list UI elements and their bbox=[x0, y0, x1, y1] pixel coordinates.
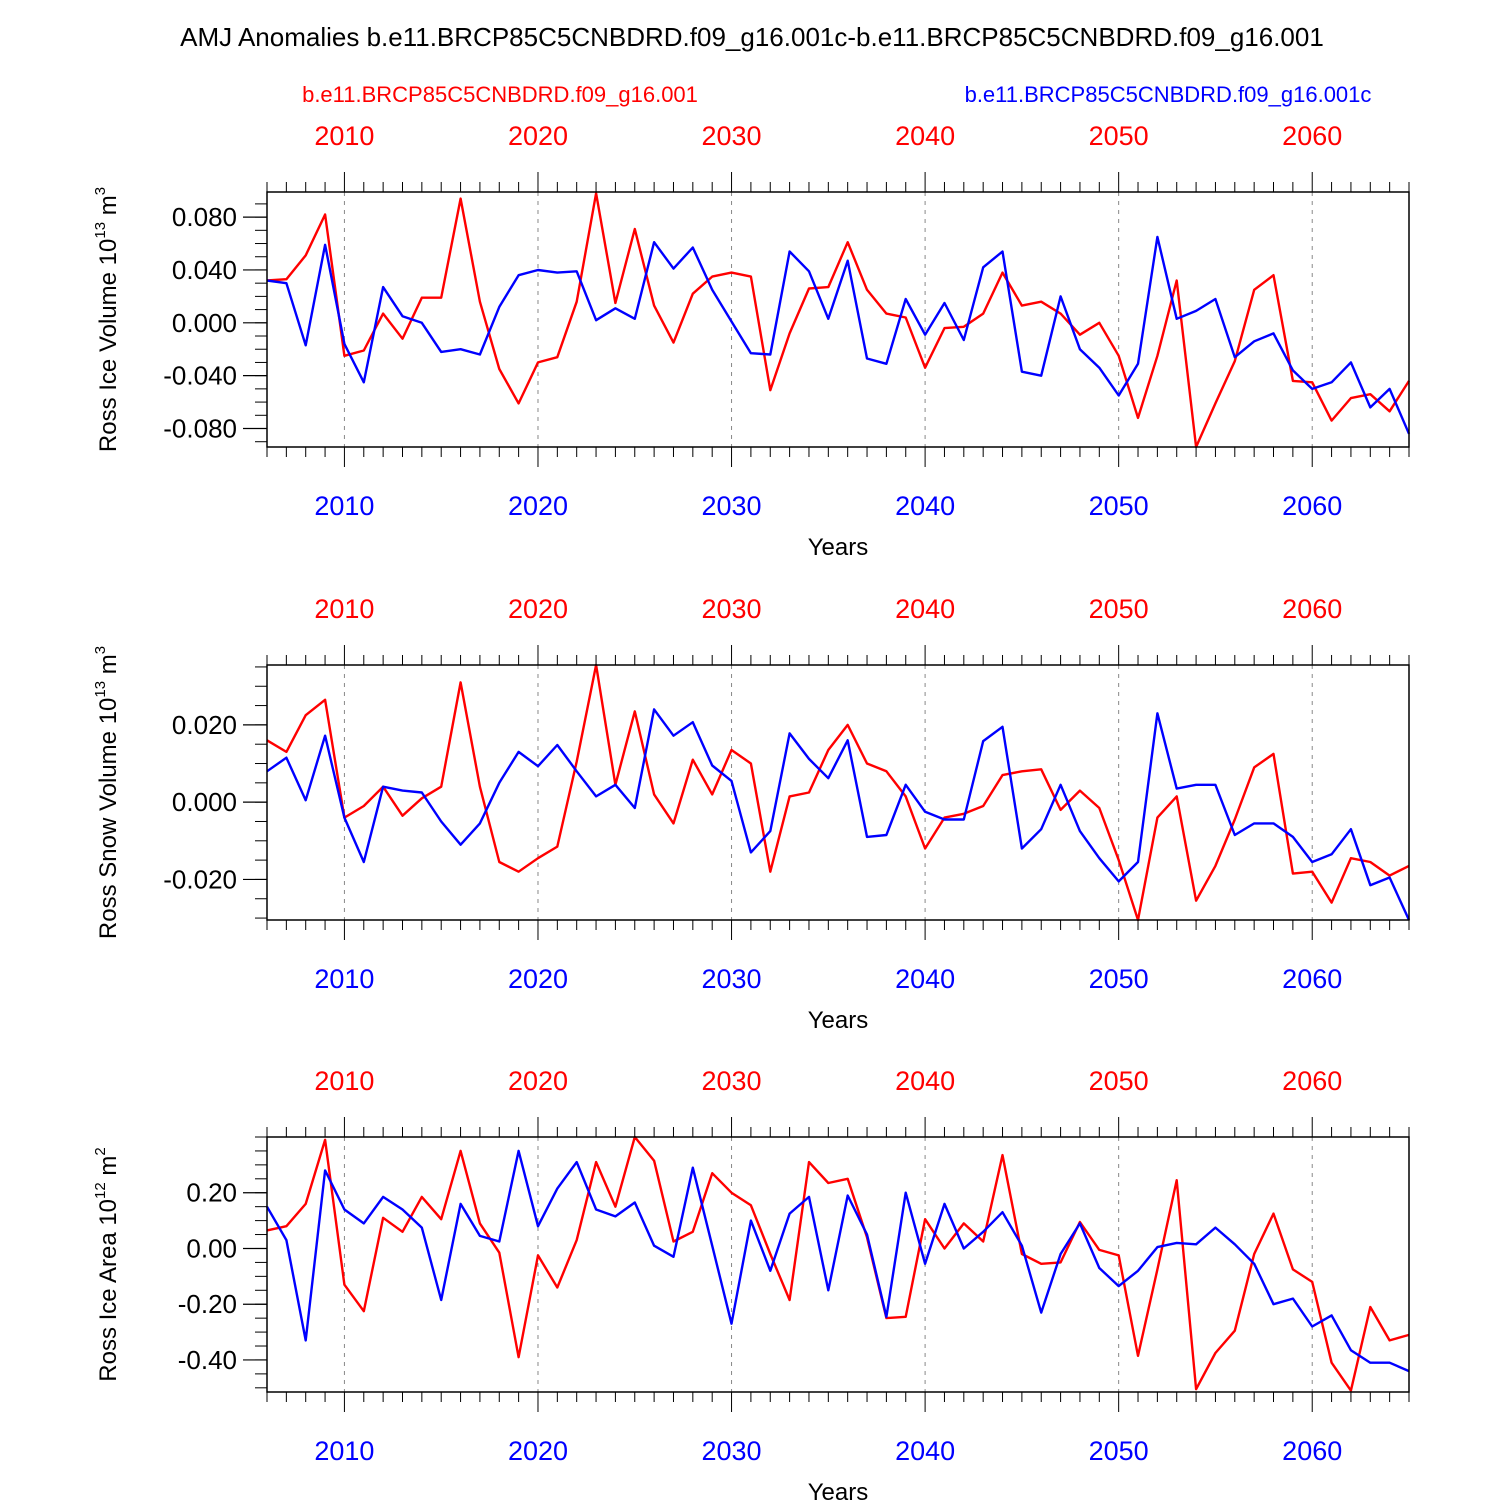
x-tick-label-bottom: 2010 bbox=[314, 1436, 374, 1466]
x-axis-label: Years bbox=[808, 1479, 869, 1500]
chart-panel-2: -0.020 0.000 0.020 2010 2010 2020 2020 2030 2030… bbox=[92, 594, 1411, 1034]
series-line-red bbox=[266, 192, 1411, 449]
y-tick-label: 0.020 bbox=[172, 710, 237, 740]
series-line-red bbox=[266, 1135, 1410, 1392]
x-tick-label-bottom: 2030 bbox=[702, 491, 762, 521]
x-tick-label-top: 2030 bbox=[702, 121, 762, 151]
x-tick-label-top: 2040 bbox=[895, 594, 955, 624]
series-line-blue bbox=[266, 708, 1411, 921]
x-tick-label-bottom: 2020 bbox=[508, 1436, 568, 1466]
x-tick-label-bottom: 2010 bbox=[314, 964, 374, 994]
x-tick-label-top: 2020 bbox=[508, 594, 568, 624]
legend-label-red: b.e11.BRCP85C5CNBDRD.f09_g16.001 bbox=[302, 82, 698, 107]
y-tick-label: -0.20 bbox=[178, 1289, 237, 1319]
x-tick-label-bottom: 2050 bbox=[1089, 964, 1149, 994]
y-tick-label: 0.040 bbox=[172, 255, 237, 285]
chart-panel-3: -0.40 -0.20 0.00 0.20 2010 2010 2020 2020 2030 20… bbox=[92, 1066, 1410, 1500]
x-tick-label-bottom: 2020 bbox=[508, 964, 568, 994]
x-tick-label-bottom: 2030 bbox=[702, 964, 762, 994]
x-tick-label-bottom: 2060 bbox=[1282, 964, 1342, 994]
chart-panel-1: -0.080 -0.040 0.000 0.040 0.080 2010 2010 2020 2… bbox=[92, 121, 1411, 561]
series-line-red bbox=[266, 663, 1410, 922]
x-tick-label-top: 2060 bbox=[1282, 121, 1342, 151]
x-tick-label-top: 2010 bbox=[314, 1066, 374, 1096]
series-line-blue bbox=[266, 235, 1411, 435]
x-tick-label-top: 2060 bbox=[1282, 1066, 1342, 1096]
x-tick-label-bottom: 2050 bbox=[1089, 491, 1149, 521]
plot-frame bbox=[266, 191, 1410, 448]
x-axis-label: Years bbox=[808, 534, 869, 561]
y-tick-label: 0.00 bbox=[186, 1233, 237, 1263]
y-tick-label: -0.40 bbox=[178, 1345, 237, 1375]
x-tick-label-top: 2050 bbox=[1089, 121, 1149, 151]
x-tick-label-top: 2020 bbox=[508, 121, 568, 151]
y-axis-label: Ross Ice Area 1012 m2 bbox=[92, 1147, 122, 1381]
y-tick-label: -0.080 bbox=[163, 414, 237, 444]
x-tick-label-top: 2010 bbox=[314, 121, 374, 151]
y-axis-label: Ross Snow Volume 1013 m3 bbox=[92, 646, 122, 939]
figure-title: AMJ Anomalies b.e11.BRCP85C5CNBDRD.f09_g… bbox=[180, 22, 1324, 52]
x-tick-label-top: 2050 bbox=[1089, 594, 1149, 624]
x-tick-label-bottom: 2040 bbox=[895, 964, 955, 994]
x-tick-label-bottom: 2040 bbox=[895, 1436, 955, 1466]
x-tick-label-top: 2030 bbox=[702, 1066, 762, 1096]
x-axis-label: Years bbox=[808, 1007, 869, 1034]
y-tick-label: 0.000 bbox=[172, 308, 237, 338]
y-tick-label: 0.080 bbox=[172, 202, 237, 232]
plot-frame bbox=[266, 1136, 1410, 1393]
y-tick-label: -0.040 bbox=[163, 361, 237, 391]
y-axis-label: Ross Ice Volume 1013 m3 bbox=[92, 187, 122, 452]
legend-label-blue: b.e11.BRCP85C5CNBDRD.f09_g16.001c bbox=[965, 82, 1372, 107]
series-line-blue bbox=[265, 1149, 1410, 1373]
x-tick-label-bottom: 2010 bbox=[314, 491, 374, 521]
x-tick-label-top: 2060 bbox=[1282, 594, 1342, 624]
x-tick-label-bottom: 2060 bbox=[1282, 491, 1342, 521]
x-tick-label-bottom: 2040 bbox=[895, 491, 955, 521]
x-tick-label-top: 2020 bbox=[508, 1066, 568, 1096]
x-tick-label-top: 2040 bbox=[895, 1066, 955, 1096]
x-tick-label-bottom: 2020 bbox=[508, 491, 568, 521]
x-tick-label-top: 2010 bbox=[314, 594, 374, 624]
y-tick-label: 0.000 bbox=[172, 787, 237, 817]
x-tick-label-bottom: 2060 bbox=[1282, 1436, 1342, 1466]
x-tick-label-top: 2040 bbox=[895, 121, 955, 151]
x-tick-label-top: 2050 bbox=[1089, 1066, 1149, 1096]
plot-frame bbox=[266, 664, 1410, 921]
y-tick-label: 0.20 bbox=[186, 1178, 237, 1208]
x-tick-label-bottom: 2030 bbox=[702, 1436, 762, 1466]
x-tick-label-top: 2030 bbox=[702, 594, 762, 624]
x-tick-label-bottom: 2050 bbox=[1089, 1436, 1149, 1466]
y-tick-label: -0.020 bbox=[163, 864, 237, 894]
